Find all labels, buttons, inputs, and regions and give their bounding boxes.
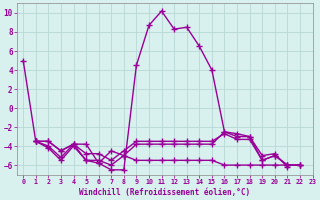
- X-axis label: Windchill (Refroidissement éolien,°C): Windchill (Refroidissement éolien,°C): [79, 188, 250, 197]
